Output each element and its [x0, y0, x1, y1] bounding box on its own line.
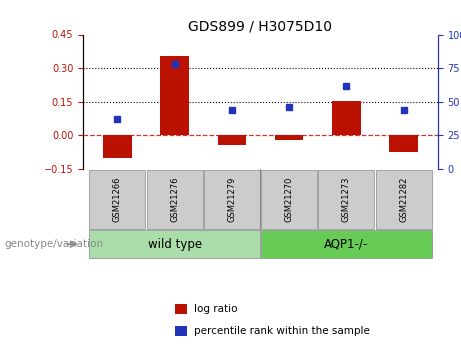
Text: genotype/variation: genotype/variation: [5, 239, 104, 249]
Text: GSM21282: GSM21282: [399, 177, 408, 222]
Bar: [389, 135, 418, 152]
Title: GDS899 / H3075D10: GDS899 / H3075D10: [189, 19, 332, 33]
Bar: [147, 170, 203, 229]
Text: GSM21279: GSM21279: [227, 177, 236, 222]
Bar: [261, 170, 317, 229]
Bar: [275, 135, 303, 140]
Text: log ratio: log ratio: [194, 304, 237, 314]
Text: GSM21270: GSM21270: [284, 177, 294, 222]
Bar: [218, 135, 246, 145]
Text: GSM21276: GSM21276: [170, 177, 179, 222]
Bar: [376, 170, 431, 229]
Bar: [103, 135, 132, 158]
Text: percentile rank within the sample: percentile rank within the sample: [194, 326, 370, 336]
Bar: [332, 101, 361, 135]
Bar: [89, 170, 145, 229]
Text: wild type: wild type: [148, 238, 201, 251]
Bar: [204, 170, 260, 229]
Text: AQP1-/-: AQP1-/-: [324, 238, 368, 251]
Bar: [318, 170, 374, 229]
Text: GSM21266: GSM21266: [113, 177, 122, 222]
Text: GSM21273: GSM21273: [342, 177, 351, 222]
Bar: [160, 56, 189, 135]
Bar: [89, 230, 260, 258]
Bar: [261, 230, 431, 258]
